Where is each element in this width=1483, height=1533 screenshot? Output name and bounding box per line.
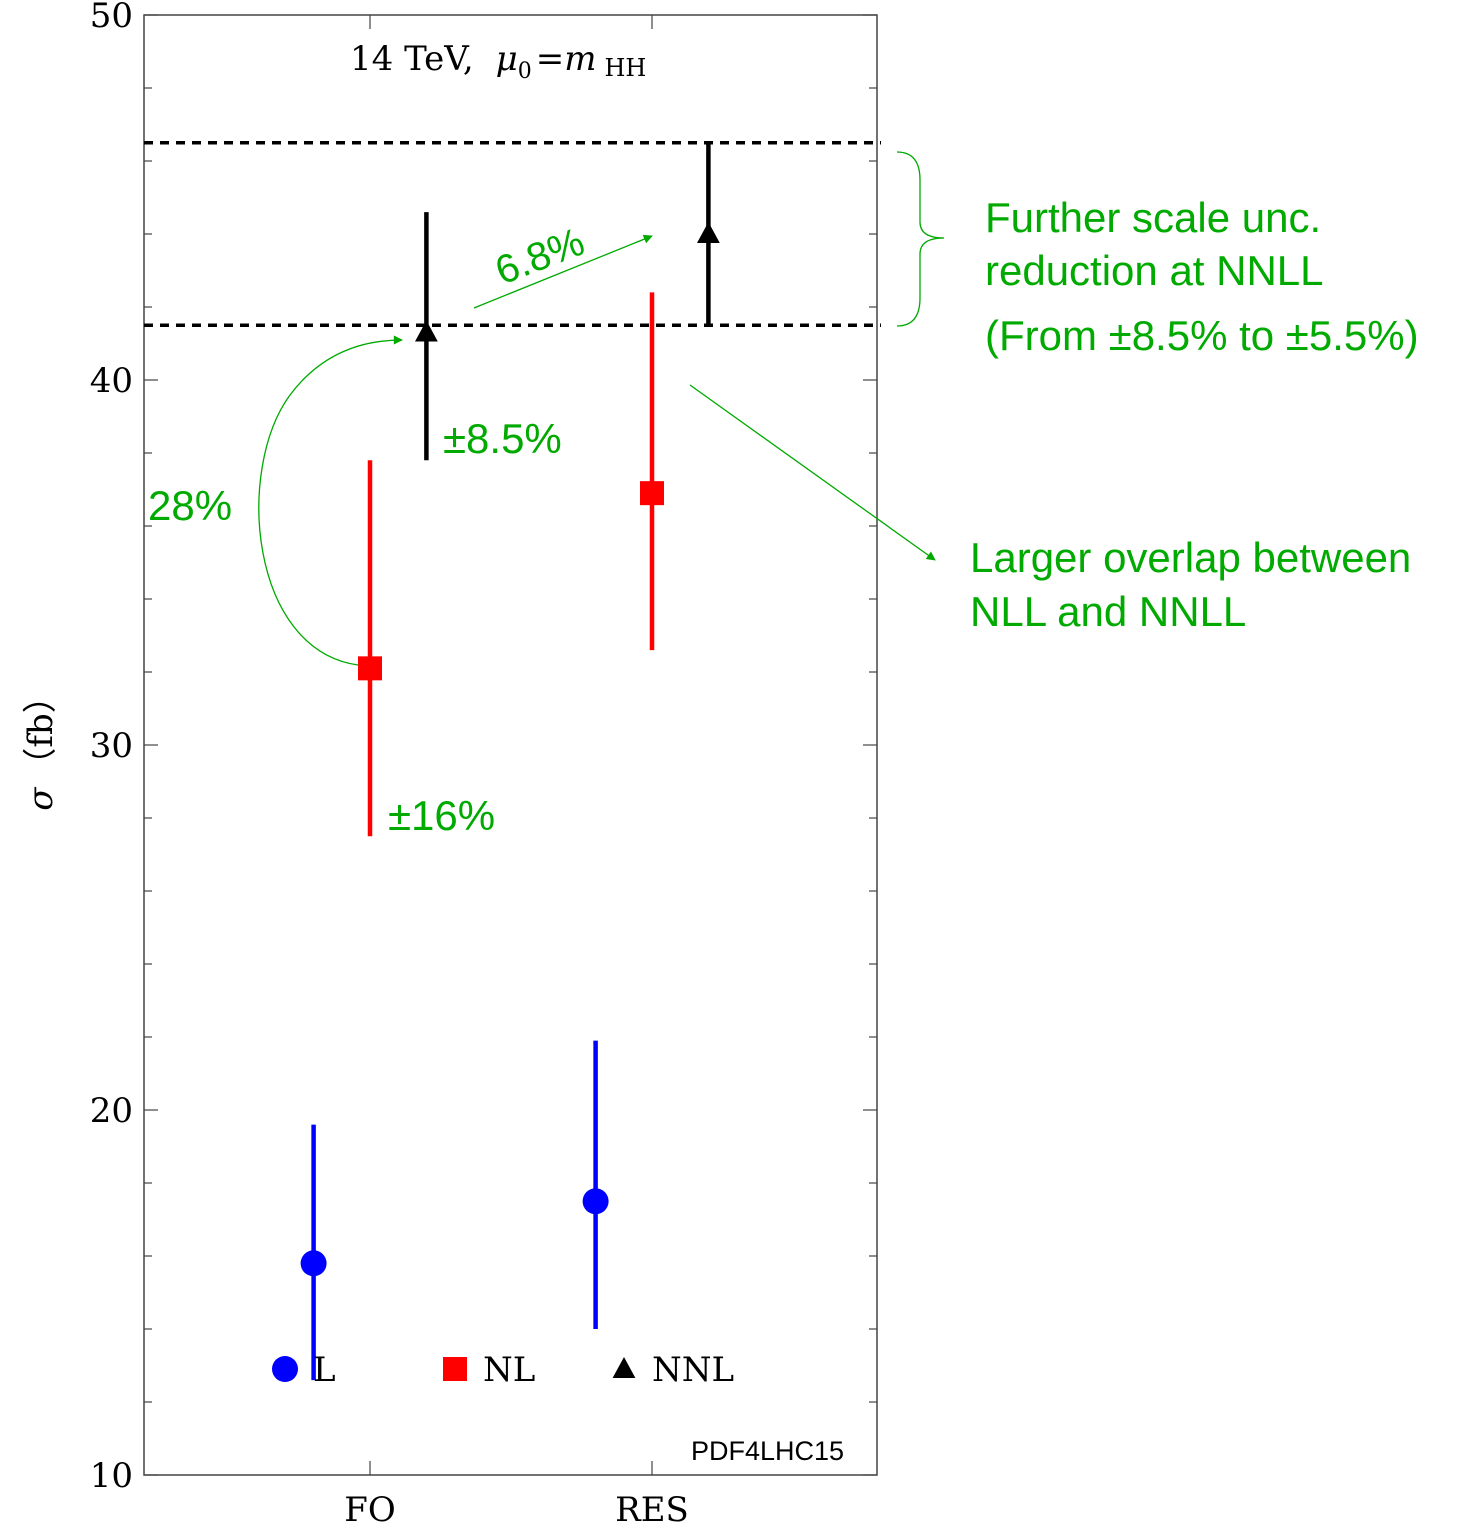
brace-note-line-1: Further scale unc. <box>985 194 1321 241</box>
annotation-nl-to-nnl: 28% <box>148 482 232 529</box>
brace-note-line-2: reduction at NNLL <box>985 247 1324 294</box>
y-tick-label: 50 <box>90 0 133 36</box>
y-tick-label: 30 <box>90 726 133 766</box>
svg-text:σ（fb）: σ （fb） <box>21 679 61 811</box>
legend-marker-nl <box>443 1357 467 1381</box>
annotations: ±16% ±8.5% 28% 6.8% Further scale unc. r… <box>148 151 1419 839</box>
legend-marker-l <box>272 1356 298 1382</box>
legend-label-nnl: NNL <box>652 1350 734 1390</box>
axis-ticks <box>144 14 877 1476</box>
source-note: PDF4LHC15 <box>691 1436 844 1466</box>
y-axis-label: σ （fb） <box>21 679 61 811</box>
legend: L NL NNL <box>272 1350 734 1390</box>
plot-frame <box>143 14 878 1476</box>
legend-label-l: L <box>313 1350 336 1390</box>
y-tick-label: 10 <box>90 1456 133 1496</box>
annotation-fo-to-res: 6.8% <box>489 220 590 294</box>
annotation-nnl-fo-unc: ±8.5% <box>443 415 562 462</box>
point-nl-res <box>640 481 664 506</box>
point-nnl-res <box>697 222 720 243</box>
point-nl-fo <box>358 656 382 681</box>
point-nnl-fo <box>415 320 438 342</box>
x-tick-label: FO <box>344 1490 395 1530</box>
y-tick-label: 20 <box>90 1091 133 1131</box>
y-axis-label-sigma: σ <box>21 787 61 811</box>
y-tick-label: 40 <box>90 361 133 401</box>
arrow-overlap <box>689 384 936 561</box>
legend-label-nl: NL <box>483 1350 535 1390</box>
x-tick-label: RES <box>615 1490 689 1530</box>
overlap-note-line-2: NLL and NNLL <box>970 588 1246 635</box>
annotation-nl-fo-unc: ±16% <box>388 792 495 839</box>
x-tick-labels: FO RES <box>344 1490 689 1530</box>
reference-lines <box>144 141 881 327</box>
y-tick-labels: 10 20 30 40 50 <box>90 0 133 1496</box>
legend-marker-nnl <box>612 1357 636 1378</box>
plot-title: 14 TeV, μ0 =m HH <box>350 39 646 84</box>
y-axis-label-unit: （fb） <box>21 679 61 781</box>
arrow-fo-to-res <box>473 234 653 309</box>
curly-brace <box>896 151 945 327</box>
point-l-res <box>582 1188 609 1215</box>
series-marks <box>300 142 720 1381</box>
overlap-note-line-1: Larger overlap between <box>970 534 1411 581</box>
brace-note-line-3: (From ±8.5% to ±5.5%) <box>985 312 1419 359</box>
point-l-fo <box>300 1250 327 1277</box>
arrow-nl-to-nnl <box>258 335 403 666</box>
